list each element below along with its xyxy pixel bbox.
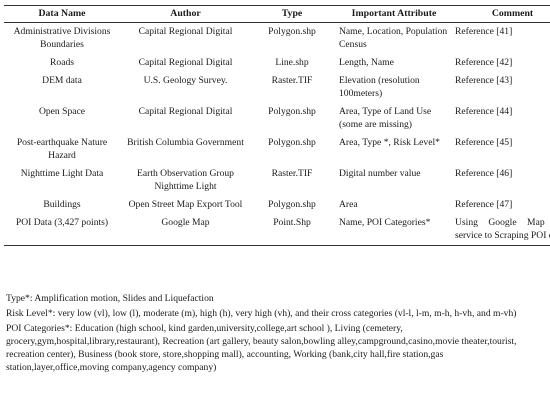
- table-footnotes: Type*: Amplification motion, Slides and …: [6, 292, 546, 376]
- cell-type: Polygon.shp: [268, 26, 316, 37]
- data-sources-table: Data Name Author Type Important Attribut…: [4, 5, 550, 246]
- cell-data-name: Buildings: [43, 199, 81, 210]
- cell-type: Line.shp: [275, 57, 309, 68]
- cell-attribute: Length, Name: [339, 57, 394, 68]
- table-header-row: Data Name Author Type Important Attribut…: [4, 5, 550, 23]
- cell-data-name: Post-earthquake Nature Hazard: [16, 137, 108, 161]
- cell-data-name: Open Space: [38, 106, 86, 117]
- cell-comment: Reference [43]: [455, 75, 513, 86]
- header-data-name: Data Name: [4, 5, 120, 23]
- cell-comment: Reference [46]: [455, 168, 513, 179]
- header-comment: Comment: [451, 5, 550, 23]
- cell-type: Polygon.shp: [268, 199, 316, 210]
- cell-type: Polygon.shp: [268, 137, 316, 148]
- cell-type: Raster.TIF: [271, 168, 313, 179]
- cell-comment: Reference [45]: [455, 137, 513, 148]
- cell-type: Raster.TIF: [271, 75, 313, 86]
- table-row: Roads Capital Regional Digital Line.shp …: [4, 54, 550, 72]
- table-row: POI Data (3,427 points) Google Map Point…: [4, 214, 550, 246]
- table-row: DEM data U.S. Geology Survey. Raster.TIF…: [4, 72, 550, 103]
- cell-attribute: Name, Location, Population Census: [339, 26, 448, 50]
- header-type: Type: [251, 5, 333, 23]
- cell-comment: Reference [42]: [455, 57, 513, 68]
- cell-author: Capital Regional Digital: [138, 26, 233, 37]
- cell-attribute: Digital number value: [339, 168, 421, 179]
- cell-attribute: Area, Type of Land Use (some are missing…: [339, 106, 432, 130]
- cell-comment: Reference [41]: [455, 26, 513, 37]
- cell-data-name: Roads: [50, 57, 74, 68]
- cell-author: Open Street Map Export Tool: [128, 199, 243, 210]
- table-row: Open Space Capital Regional Digital Poly…: [4, 103, 550, 134]
- cell-author: British Columbia Government: [127, 137, 244, 148]
- cell-comment: Reference [44]: [455, 106, 513, 117]
- cell-author: Earth Observation Group Nighttime Light: [137, 168, 234, 192]
- table-row: Buildings Open Street Map Export Tool Po…: [4, 196, 550, 214]
- table-row: Nighttime Light Data Earth Observation G…: [4, 165, 550, 196]
- cell-comment: Using Google Map API service to Scraping…: [451, 214, 550, 246]
- cell-data-name: Nighttime Light Data: [20, 168, 104, 179]
- cell-data-name: Administrative Divisions Boundaries: [13, 26, 111, 50]
- cell-attribute: Name, POI Categories*: [333, 214, 451, 246]
- cell-type: Point.Shp: [251, 214, 333, 246]
- cell-data-name: DEM data: [42, 75, 82, 86]
- footnote-type: Type*: Amplification motion, Slides and …: [6, 293, 214, 304]
- cell-attribute: Area, Type *, Risk Level*: [339, 137, 440, 148]
- cell-author: U.S. Geology Survey.: [143, 75, 228, 86]
- table-row: Administrative Divisions Boundaries Capi…: [4, 23, 550, 55]
- cell-attribute: Elevation (resolution 100meters): [339, 75, 420, 99]
- footnote-risk-level: Risk Level*: very low (vl), low (l), mod…: [6, 308, 517, 319]
- cell-data-name: POI Data (3,427 points): [4, 214, 120, 246]
- footnote-poi-categories: POI Categories*: Education (high school,…: [6, 323, 517, 373]
- table-row: Post-earthquake Nature Hazard British Co…: [4, 134, 550, 165]
- cell-type: Polygon.shp: [268, 106, 316, 117]
- cell-attribute: Area: [339, 199, 358, 210]
- header-author: Author: [120, 5, 251, 23]
- cell-author: Google Map: [120, 214, 251, 246]
- cell-author: Capital Regional Digital: [138, 106, 233, 117]
- header-important-attribute: Important Attribute: [333, 5, 451, 23]
- cell-author: Capital Regional Digital: [138, 57, 233, 68]
- cell-comment: Reference [47]: [455, 199, 513, 210]
